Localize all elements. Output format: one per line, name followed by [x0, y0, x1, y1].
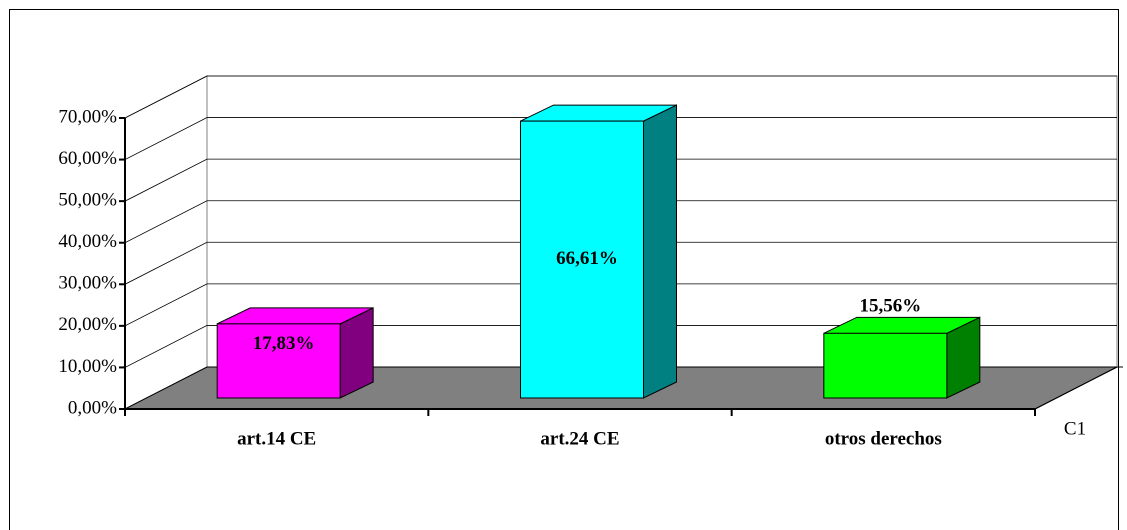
grid-line [124, 241, 1117, 285]
value-label: 17,83% [253, 333, 315, 354]
y-tick-label: 70,00% [58, 106, 117, 127]
value-label: 15,56% [859, 296, 921, 317]
depth-axis [1034, 366, 1118, 410]
grid-line [124, 117, 1117, 160]
y-tick-label: 40,00% [58, 231, 117, 252]
y-tick-label: 30,00% [58, 273, 117, 294]
series-label: C1 [1064, 418, 1086, 439]
bar-side [643, 104, 677, 399]
y-tick-label: 20,00% [58, 314, 117, 335]
side-wall [124, 75, 208, 410]
x-tick-label: art.24 CE [540, 428, 619, 449]
bar [520, 120, 644, 399]
grid-line [124, 283, 1117, 327]
grid-line [124, 158, 1117, 202]
grid-line [124, 325, 1117, 368]
grid-line [124, 75, 1117, 119]
y-tick-label: 60,00% [58, 148, 117, 169]
y-tick-label: 50,00% [58, 190, 117, 211]
bar [216, 323, 341, 399]
grid-line [124, 200, 1117, 244]
bar [823, 332, 948, 399]
value-label: 66,61% [556, 248, 618, 269]
x-tick-label: art.14 CE [237, 428, 316, 449]
y-tick-label: 10,00% [58, 356, 117, 377]
x-tick-label: otros derechos [825, 428, 942, 449]
y-tick-label: 0,00% [68, 397, 117, 418]
